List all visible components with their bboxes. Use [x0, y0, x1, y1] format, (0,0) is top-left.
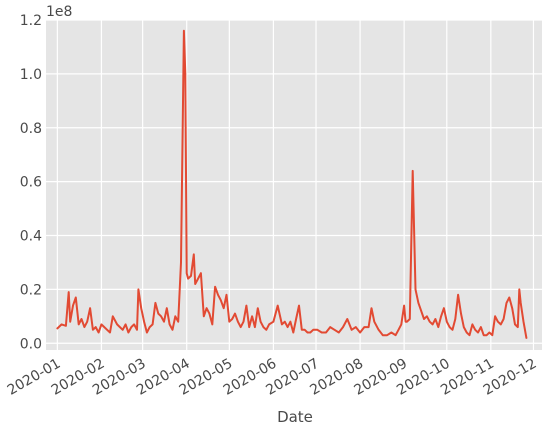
y-tick-label: 0.0	[20, 336, 42, 352]
series-layer	[56, 29, 528, 339]
plot-area	[46, 20, 542, 350]
y-axis-ticks: 0.0 0.2 0.4 0.6 0.8 1.0 1.2	[20, 13, 42, 352]
y-tick-label: 0.2	[20, 282, 42, 298]
y-tick-label: 0.6	[20, 175, 42, 191]
y-tick-label: 1.2	[20, 13, 42, 29]
y-tick-label: 0.4	[20, 229, 42, 245]
series-line	[56, 29, 528, 339]
y-tick-label: 0.8	[20, 121, 42, 137]
x-axis-ticks: 2020-012020-022020-032020-042020-052020-…	[5, 356, 540, 399]
grid-lines	[46, 19, 542, 350]
y-tick-label: 1.0	[20, 67, 42, 83]
y-axis-offset-text: 1e8	[46, 4, 72, 20]
x-axis-label: Date	[277, 408, 313, 426]
